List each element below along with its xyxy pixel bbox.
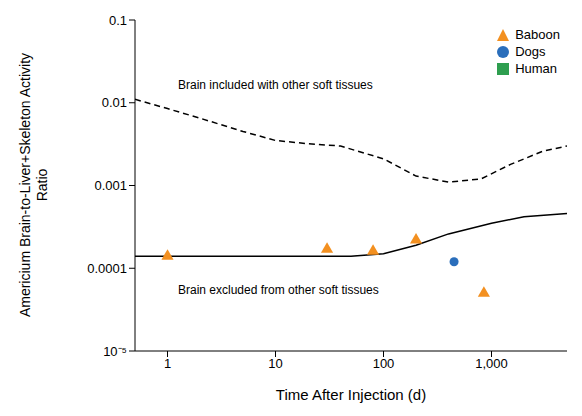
svg-text:Time After Injection (d): Time After Injection (d) [276, 386, 426, 403]
html-text:Dogs: Dogs [515, 44, 546, 59]
svg-text:100: 100 [373, 356, 395, 371]
svg-text:0.1: 0.1 [109, 13, 127, 28]
html-text:Brain excluded from other soft: Brain excluded from other soft tissues [178, 283, 379, 297]
svg-text:1: 1 [164, 356, 171, 371]
svg-text:1,000: 1,000 [475, 356, 508, 371]
svg-text:10: 10 [268, 356, 282, 371]
svg-text:10⁻⁵: 10⁻⁵ [103, 344, 127, 359]
svg-text:0.0001: 0.0001 [87, 261, 127, 276]
svg-text:0.001: 0.001 [94, 178, 127, 193]
svg-text:0.01: 0.01 [102, 95, 127, 110]
html-text:Brain included with other soft: Brain included with other soft tissues [178, 78, 373, 92]
html-text:Human: Human [515, 61, 558, 76]
html-text:Baboon: Baboon [515, 27, 560, 42]
html-text:Americium Brain-to-Liver+Skele: Americium Brain-to-Liver+Skeleton Activi… [17, 52, 50, 317]
